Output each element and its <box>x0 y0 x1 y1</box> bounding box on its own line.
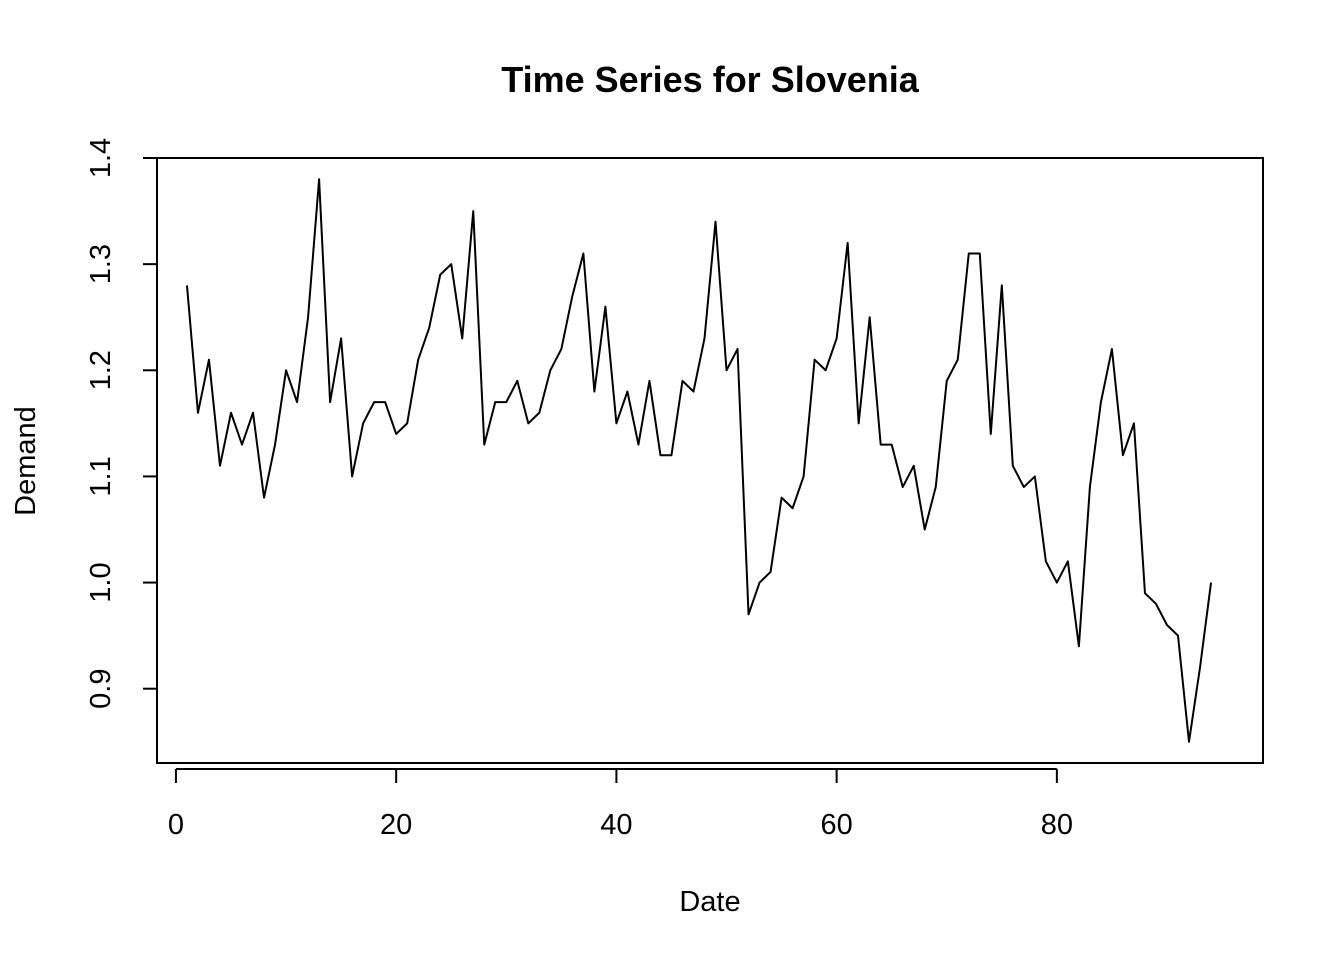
y-tick-label: 1.1 <box>85 456 117 496</box>
x-axis-label: Date <box>679 886 740 918</box>
y-tick-label: 1.3 <box>85 244 117 284</box>
series-line <box>185 178 1213 743</box>
x-tick-label: 20 <box>380 809 412 841</box>
x-tick-label: 0 <box>168 809 184 841</box>
y-axis: 0.9 1.0 1.1 1.2 1.3 1.4 <box>85 138 158 709</box>
chart-title: Time Series for Slovenia <box>501 59 919 100</box>
y-axis-label: Demand <box>10 406 42 516</box>
y-tick-label: 1.2 <box>85 350 117 390</box>
x-tick-label: 40 <box>600 809 632 841</box>
x-axis: 0 20 40 60 80 <box>168 768 1073 841</box>
y-tick-label: 1.0 <box>85 562 117 602</box>
series-group <box>185 178 1213 743</box>
y-tick-label: 1.4 <box>85 138 117 178</box>
y-tick-label: 0.9 <box>85 669 117 709</box>
x-tick-label: 80 <box>1041 809 1073 841</box>
x-tick-label: 60 <box>821 809 853 841</box>
